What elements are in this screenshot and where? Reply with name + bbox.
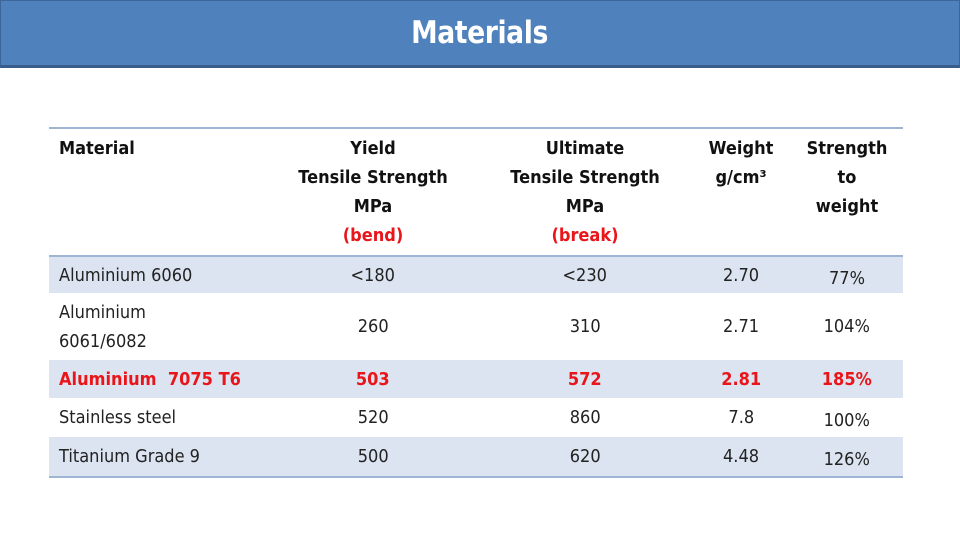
- cell-text: 2.70: [722, 264, 760, 286]
- materials-table: Material Yield Tensile Strength MPa (ben…: [49, 127, 903, 478]
- cell-text: 7.8: [728, 407, 754, 428]
- cell-ultimate: <230: [479, 256, 691, 293]
- cell-material: Aluminium 6060: [49, 256, 267, 293]
- slide-title: Materials: [411, 15, 549, 51]
- header-line: weight: [815, 196, 879, 217]
- cell-text: Aluminium 7075 T6: [59, 368, 241, 390]
- cell-weight: 2.70: [691, 256, 791, 293]
- cell-material: Stainless steel: [49, 398, 267, 437]
- cell-yield: 500: [267, 437, 479, 477]
- cell-weight: 2.71: [691, 293, 791, 360]
- table-row-highlighted: Aluminium 7075 T6 503 572 2.81 185%: [49, 360, 903, 398]
- cell-text: 500: [357, 446, 389, 467]
- cell-text: 620: [569, 446, 601, 467]
- cell-weight: 2.81: [691, 360, 791, 398]
- cell-yield: <180: [267, 256, 479, 293]
- cell-weight: 4.48: [691, 437, 791, 477]
- header-weight: Weight g/cm³: [691, 128, 791, 257]
- table-row: Aluminium 6061/6082 260 310 2.71 104%: [49, 293, 903, 360]
- header-ultimate: Ultimate Tensile Strength MPa (break): [479, 128, 691, 257]
- header-line: MPa: [353, 196, 393, 217]
- cell-text: 185%: [821, 368, 873, 390]
- cell-text: 503: [356, 368, 390, 390]
- cell-text: 520: [357, 407, 389, 428]
- cell-text: <180: [350, 264, 396, 286]
- header-note-bend: (bend): [342, 225, 404, 246]
- header-line: Weight: [708, 138, 774, 159]
- header-line: Ultimate: [545, 138, 625, 159]
- cell-material: Aluminium 6061/6082: [49, 293, 267, 360]
- cell-text: Stainless steel: [59, 407, 177, 428]
- header-line: g/cm³: [715, 167, 767, 188]
- cell-text: 100%: [823, 410, 871, 431]
- cell-strength-to-weight: 126%: [791, 437, 903, 477]
- cell-ultimate: 572: [479, 360, 691, 398]
- table-row: Stainless steel 520 860 7.8 100%: [49, 398, 903, 437]
- cell-text: 260: [357, 316, 389, 337]
- cell-ultimate: 860: [479, 398, 691, 437]
- cell-yield: 503: [267, 360, 479, 398]
- cell-text: 126%: [823, 449, 871, 470]
- cell-strength-to-weight: 104%: [791, 293, 903, 360]
- table-row: Titanium Grade 9 500 620 4.48 126%: [49, 437, 903, 477]
- cell-text: Aluminium: [59, 301, 146, 323]
- header-strength-to-weight: Strength to weight: [791, 128, 903, 257]
- header-note-break: (break): [551, 225, 619, 246]
- cell-text: Titanium Grade 9: [59, 446, 200, 467]
- cell-material: Titanium Grade 9: [49, 437, 267, 477]
- header-yield: Yield Tensile Strength MPa (bend): [267, 128, 479, 257]
- title-bar: Materials: [0, 0, 960, 68]
- header-line: Material: [59, 138, 135, 159]
- cell-text: 77%: [828, 267, 865, 289]
- header-material: Material: [49, 128, 267, 257]
- table-row: Aluminium 6060 <180 <230 2.70 77%: [49, 256, 903, 293]
- header-row: Material Yield Tensile Strength MPa (ben…: [49, 128, 903, 257]
- cell-yield: 520: [267, 398, 479, 437]
- header-line: Strength: [806, 138, 888, 159]
- cell-ultimate: 310: [479, 293, 691, 360]
- cell-text: 4.48: [722, 446, 760, 467]
- cell-yield: 260: [267, 293, 479, 360]
- cell-text: 104%: [823, 316, 871, 337]
- header-line: Yield: [350, 138, 396, 159]
- header-line: Tensile Strength: [510, 167, 660, 188]
- cell-ultimate: 620: [479, 437, 691, 477]
- cell-text: 2.71: [722, 316, 760, 337]
- cell-text: 572: [568, 368, 602, 390]
- cell-material: Aluminium 7075 T6: [49, 360, 267, 398]
- cell-text: 310: [569, 316, 601, 337]
- cell-text: 6061/6082: [59, 330, 147, 352]
- cell-text: 2.81: [721, 368, 761, 390]
- cell-strength-to-weight: 185%: [791, 360, 903, 398]
- header-line: MPa: [565, 196, 605, 217]
- cell-strength-to-weight: 100%: [791, 398, 903, 437]
- header-line: to: [837, 167, 857, 188]
- cell-text: 860: [569, 407, 601, 428]
- cell-text: Aluminium 6060: [59, 264, 193, 286]
- cell-weight: 7.8: [691, 398, 791, 437]
- header-line: Tensile Strength: [298, 167, 448, 188]
- cell-text: <230: [562, 264, 608, 286]
- cell-strength-to-weight: 77%: [791, 256, 903, 293]
